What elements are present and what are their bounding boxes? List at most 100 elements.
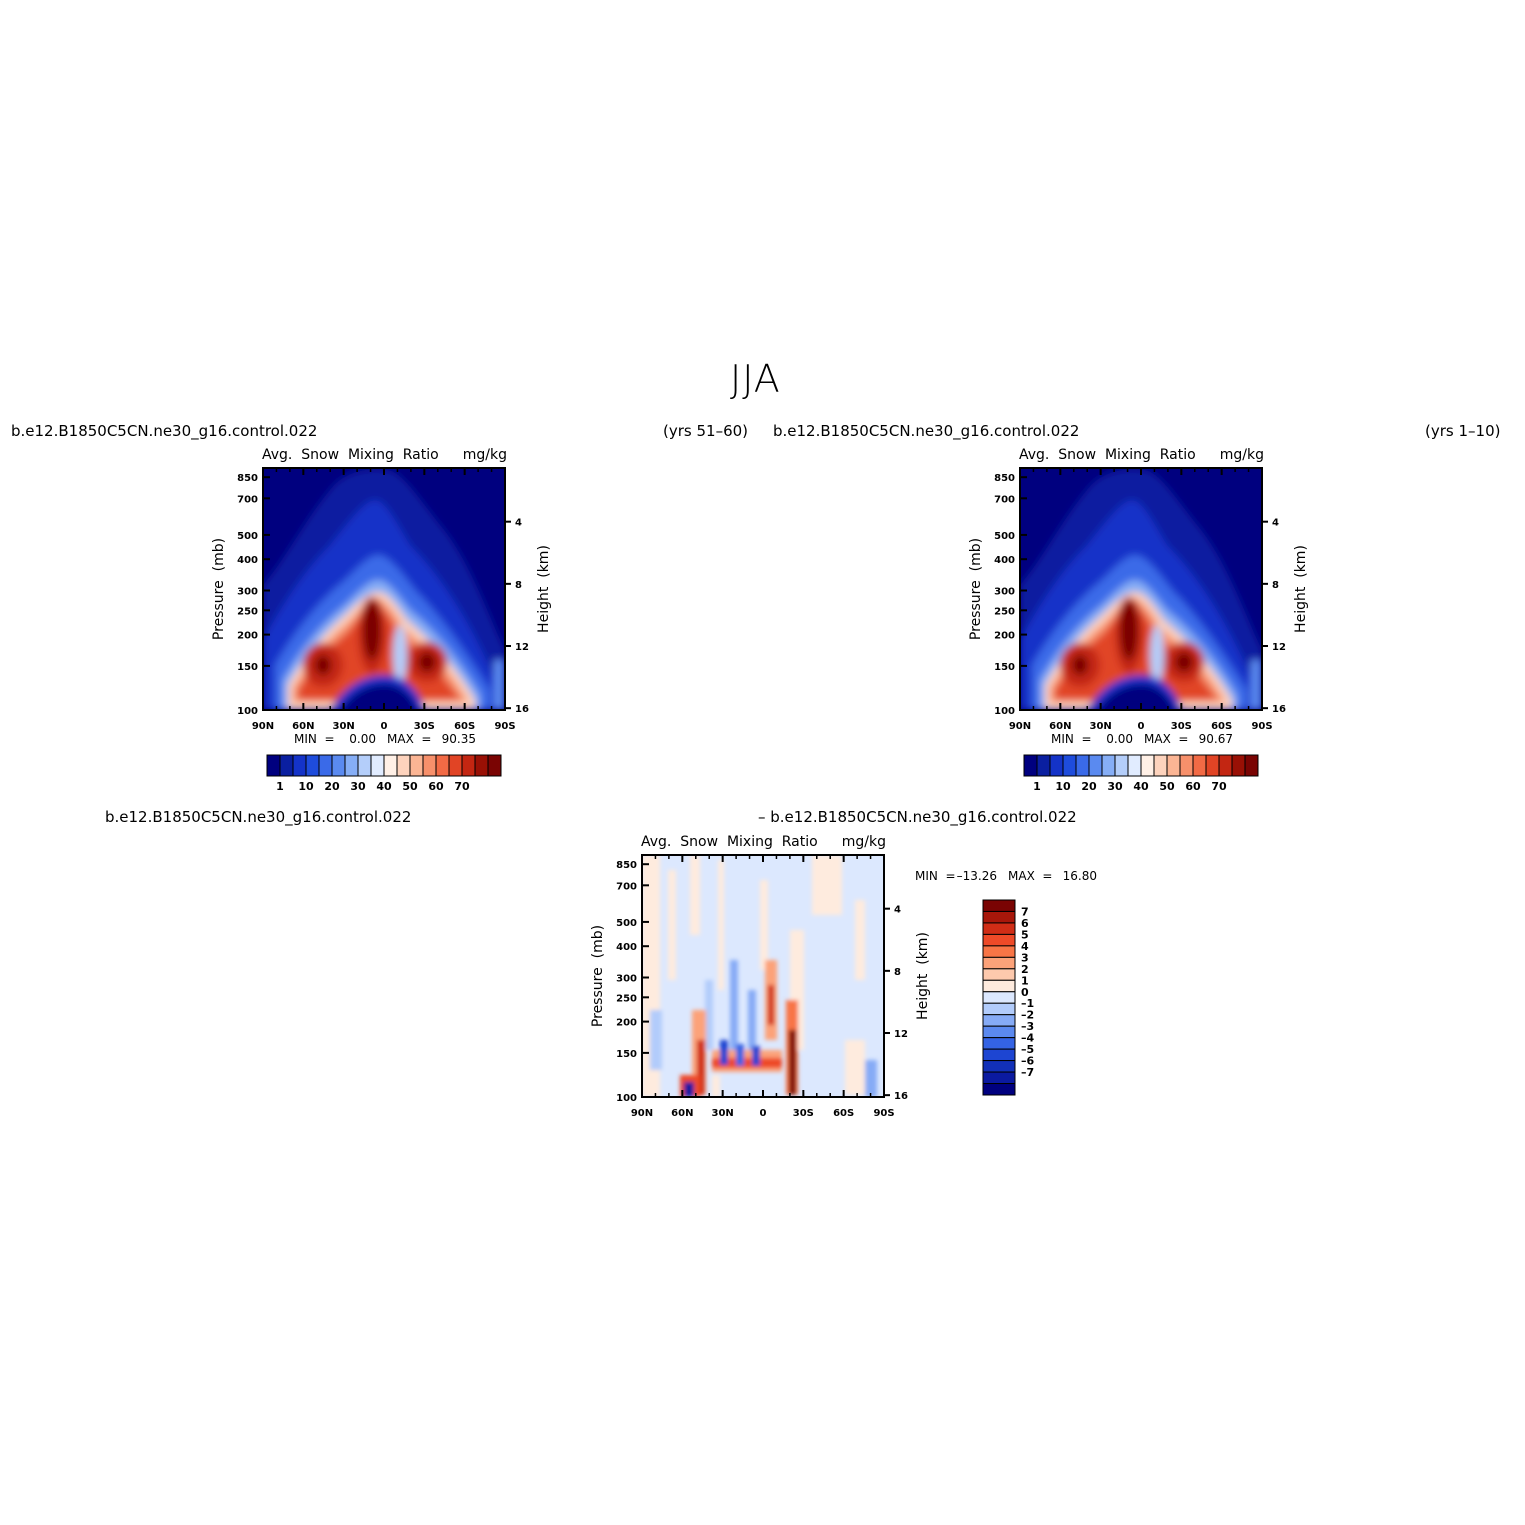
panel-3-colorbar-label: –5 (1021, 1043, 1034, 1056)
panel-1-min-value: 0.00 (349, 732, 376, 746)
panel-2-x-tick-label: 30N (1090, 721, 1112, 732)
panel-3-colorbar-box (982, 968, 1016, 981)
panel-3-colorbar-label: 5 (1021, 928, 1029, 941)
panel-3-colorbar-box (982, 1071, 1016, 1085)
panel-2-colorbar-box (1205, 754, 1220, 777)
panel-2-x-tick-label: 90N (1009, 721, 1031, 732)
panel-3-x-tick-label: 90N (631, 1108, 653, 1119)
panel-1-case-name: b.e12.B1850C5CN.ne30_g16.control.022 (11, 422, 318, 440)
panel-2-colorbar-box (1192, 754, 1207, 777)
panel-2-colorbar-label: 40 (1133, 780, 1149, 793)
panel-2-years: (yrs 1–10) (1425, 422, 1501, 440)
panel-3-max-value: 16.80 (1063, 869, 1097, 883)
panel-1-colorbar-label: 30 (350, 780, 366, 793)
panel-2-colorbar-label: 20 (1081, 780, 1097, 793)
panel-1-x-tick-label: 90S (494, 721, 515, 732)
panel-1-colorbar-box (435, 754, 450, 777)
panel-2-colorbar-box (1114, 754, 1129, 777)
panel-2-x-tick-label: 60N (1049, 721, 1071, 732)
panel-2-colorbar-box (1036, 754, 1051, 777)
panel-1-colorbar-label: 20 (324, 780, 340, 793)
panel-3-colorbar-label: –1 (1021, 997, 1034, 1010)
panel-2-y-right-tick-label: 4 (1272, 518, 1279, 529)
panel-1-colorbar-box (318, 754, 333, 777)
panel-1-y-tick-label: 250 (237, 606, 258, 617)
panel-2-y-tick-label: 700 (994, 494, 1015, 505)
panel-2-case-name: b.e12.B1850C5CN.ne30_g16.control.022 (773, 422, 1080, 440)
panel-1-max-value: 90.35 (442, 732, 476, 746)
panel-3-colorbar-label: –2 (1021, 1009, 1034, 1022)
panel-2-max-value: 90.67 (1199, 732, 1233, 746)
panel-1-colorbar-label: 50 (402, 780, 418, 793)
panel-1-min-label: MIN = (294, 732, 335, 746)
panel-1-colorbar-box (279, 754, 294, 777)
panel-1-colorbar-box (292, 754, 307, 777)
panel-3-colorbar-box (982, 1002, 1016, 1016)
panel-1-colorbar-box (357, 754, 372, 777)
panel-2-colorbar-box (1140, 754, 1155, 777)
panel-2-variable-title: Avg. Snow Mixing Ratio (1019, 447, 1196, 463)
panel-1-colorbar-box (422, 754, 437, 777)
panel-3-units: mg/kg (842, 834, 886, 850)
panel-3-y-tick-label: 500 (616, 918, 637, 929)
panel-2-x-tick-label: 90S (1251, 721, 1272, 732)
panel-2-colorbar-box (1062, 754, 1077, 777)
panel-3-max-label: MAX = (1008, 869, 1052, 883)
panel-1-x-tick-label: 60N (292, 721, 314, 732)
panel-3-colorbar-label: –4 (1021, 1032, 1035, 1045)
panel-1-colorbar-box (331, 754, 346, 777)
panel-2-x-tick-label: 60S (1211, 721, 1232, 732)
panel-2-y-right-tick-label: 8 (1272, 580, 1279, 591)
panel-1-y-right-tick-label: 16 (515, 704, 529, 715)
panel-3-colorbar-box (982, 1025, 1016, 1039)
panel-1-colorbar-label: 70 (454, 780, 470, 793)
panel-2-colorbar-box (1023, 754, 1038, 777)
panel-3-colorbar-box (982, 1037, 1016, 1050)
panel-3-y-tick-label: 400 (616, 942, 637, 953)
panel-2-y-axis-label: Pressure (mb) (968, 538, 984, 640)
panel-2-colorbar-box (1218, 754, 1233, 777)
panel-3-colorbar-box (982, 933, 1016, 947)
panel-1-y-tick-label: 500 (237, 531, 258, 542)
panel-1-y-right-tick-label: 8 (515, 580, 522, 591)
panel-1-y-tick-label: 400 (237, 555, 258, 566)
panel-1-colorbar-box (409, 754, 424, 777)
panel-3-colorbar-box (982, 979, 1016, 993)
panel-2-max-label: MAX = (1144, 732, 1188, 746)
panel-3-x-tick-label: 60S (833, 1108, 854, 1119)
panel-3-colorbar-box (982, 1060, 1016, 1073)
panel-3-colorbar-label: 7 (1021, 905, 1029, 918)
panel-1-y-right-tick-label: 12 (515, 642, 529, 653)
panel-3-y-axis-label: Pressure (mb) (590, 925, 606, 1027)
panel-1-colorbar-label: 1 (276, 780, 284, 793)
panel-1-colorbar-box (448, 754, 463, 777)
panel-2-y-right-axis-label: Height (km) (1293, 545, 1309, 633)
panel-2-colorbar-label: 50 (1159, 780, 1175, 793)
panel-3-colorbar-label: –7 (1021, 1066, 1034, 1079)
panel-2-units: mg/kg (1220, 447, 1264, 463)
panel-1-contour-field (263, 468, 505, 710)
panel-3-x-tick-label: 0 (760, 1108, 767, 1119)
panel-1-y-right-axis-label: Height (km) (536, 545, 552, 633)
panel-2-colorbar-box (1153, 754, 1168, 777)
panel-2-x-tick-label: 30S (1171, 721, 1192, 732)
panel-2-y-tick-label: 200 (994, 631, 1015, 642)
panel-1-y-tick-label: 700 (237, 494, 258, 505)
panel-2-y-tick-label: 150 (994, 662, 1015, 673)
panel-3-min-label: MIN = (915, 869, 956, 883)
panel-3-min-value: –13.26 (957, 869, 997, 883)
panel-2-colorbar-label: 70 (1211, 780, 1227, 793)
panel-1-colorbar-label: 10 (298, 780, 314, 793)
panel-3-case-subtracted: – b.e12.B1850C5CN.ne30_g16.control.022 (758, 808, 1077, 826)
panel-2-colorbar-label: 30 (1107, 780, 1123, 793)
panel-3-colorbar-box (982, 956, 1016, 970)
panel-3-y-tick-label: 850 (616, 860, 637, 871)
panel-3-y-tick-label: 150 (616, 1049, 637, 1060)
panel-2-y-tick-label: 400 (994, 555, 1015, 566)
panel-1-x-tick-label: 0 (381, 721, 388, 732)
panel-2-y-right-tick-label: 12 (1272, 642, 1286, 653)
panel-3-y-right-tick-label: 4 (894, 905, 901, 916)
panel-2-y-tick-label: 100 (994, 706, 1015, 717)
panel-1-colorbar-box (344, 754, 359, 777)
panel-3-y-right-tick-label: 16 (894, 1091, 908, 1102)
